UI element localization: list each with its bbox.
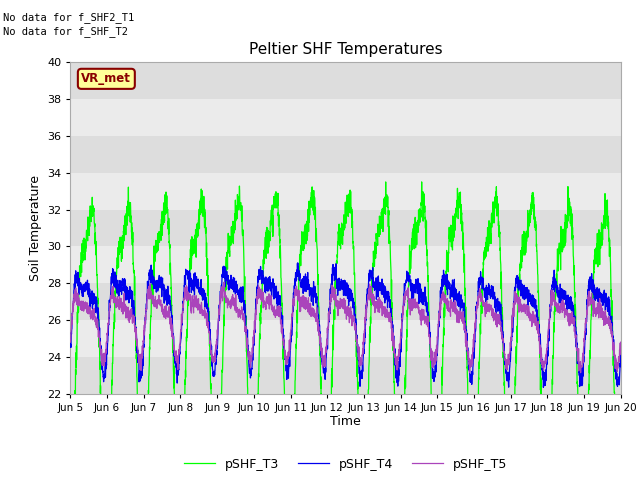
pSHF_T5 xyxy=(129,319,137,325)
pSHF_T3 xyxy=(129,260,137,266)
Title: Peltier SHF Temperatures: Peltier SHF Temperatures xyxy=(249,42,442,57)
Text: No data for f_SHF_T2: No data for f_SHF_T2 xyxy=(3,26,128,37)
pSHF_T4 xyxy=(129,304,137,310)
pSHF_T3 xyxy=(547,425,555,431)
pSHF_T5 xyxy=(220,279,228,285)
Bar xyxy=(70,357,621,394)
pSHF_T3 xyxy=(278,293,285,299)
Bar xyxy=(70,62,621,99)
pSHF_T3 xyxy=(418,179,426,185)
Bar xyxy=(70,246,621,283)
pSHF_T3 xyxy=(162,189,170,195)
pSHF_T5 xyxy=(301,307,309,312)
pSHF_T4 xyxy=(617,345,625,350)
Bar xyxy=(70,283,621,320)
pSHF_T4 xyxy=(547,288,555,294)
Bar xyxy=(70,136,621,173)
Line: pSHF_T5: pSHF_T5 xyxy=(70,282,621,372)
Y-axis label: Soil Temperature: Soil Temperature xyxy=(29,175,42,281)
pSHF_T4 xyxy=(294,260,301,266)
pSHF_T3 xyxy=(607,257,614,263)
Line: pSHF_T3: pSHF_T3 xyxy=(70,182,621,480)
Legend: pSHF_T3, pSHF_T4, pSHF_T5: pSHF_T3, pSHF_T4, pSHF_T5 xyxy=(179,453,513,476)
pSHF_T4 xyxy=(540,384,547,390)
pSHF_T4 xyxy=(278,312,285,318)
pSHF_T5 xyxy=(67,339,74,345)
pSHF_T4 xyxy=(162,296,170,302)
X-axis label: Time: Time xyxy=(330,415,361,429)
pSHF_T5 xyxy=(617,339,625,345)
Bar xyxy=(70,320,621,357)
Line: pSHF_T4: pSHF_T4 xyxy=(70,263,621,387)
pSHF_T5 xyxy=(577,370,584,375)
pSHF_T5 xyxy=(162,310,170,315)
Bar xyxy=(70,99,621,136)
pSHF_T5 xyxy=(607,322,614,328)
Bar xyxy=(70,173,621,210)
pSHF_T5 xyxy=(547,301,555,307)
pSHF_T4 xyxy=(607,319,614,324)
Text: VR_met: VR_met xyxy=(81,72,131,85)
Bar xyxy=(70,210,621,246)
pSHF_T5 xyxy=(278,322,285,327)
pSHF_T4 xyxy=(67,340,74,346)
pSHF_T4 xyxy=(301,271,309,277)
Text: No data for f_SHF2_T1: No data for f_SHF2_T1 xyxy=(3,12,134,23)
pSHF_T3 xyxy=(301,221,309,227)
